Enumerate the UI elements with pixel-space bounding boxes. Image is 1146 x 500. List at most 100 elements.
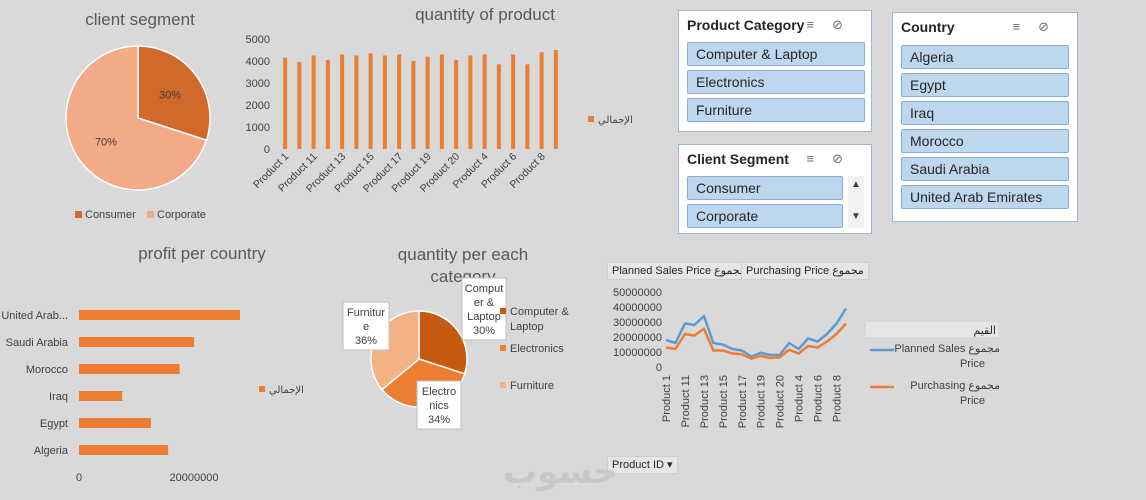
bar-saudi-arabia bbox=[79, 337, 194, 347]
x-tick-label: Product 17 bbox=[737, 375, 749, 428]
data-callout-text: Laptop bbox=[467, 311, 501, 323]
legend-title: القيم bbox=[973, 325, 996, 337]
line-purchasing-price bbox=[665, 322, 847, 360]
multi-select-icon[interactable]: ≡ bbox=[806, 17, 833, 32]
slicer-item-corporate[interactable]: Corporate bbox=[687, 204, 843, 228]
pie-data-label: 70% bbox=[95, 136, 117, 148]
bar-product-4 bbox=[482, 54, 487, 149]
price-line-chart[interactable]: 0 10000000 20000000 30000000 40000000 5000000… bbox=[598, 280, 1018, 450]
slicer-item-computer-laptop[interactable]: Computer & Laptop bbox=[687, 42, 865, 66]
bar-product-1 bbox=[283, 57, 288, 150]
bar-algeria bbox=[79, 445, 169, 455]
slicer-item-egypt[interactable]: Egypt bbox=[901, 73, 1069, 97]
data-callout-text: Furnitur bbox=[347, 307, 385, 319]
x-tick-label: Product 19 bbox=[756, 375, 768, 428]
quantity-product-title: quantity of product bbox=[415, 5, 555, 24]
x-tick-label: Product 8 bbox=[832, 375, 844, 422]
country-slicer-title: Country bbox=[901, 19, 955, 35]
data-callout-text: 36% bbox=[355, 335, 377, 347]
legend-label: Price bbox=[960, 358, 985, 370]
slicer-item-furniture[interactable]: Furniture bbox=[687, 98, 865, 122]
bar-product-20 bbox=[454, 59, 459, 149]
slicer-item-morocco[interactable]: Morocco bbox=[901, 129, 1069, 153]
bar-egypt bbox=[79, 418, 151, 428]
bar-product-14 bbox=[354, 55, 359, 149]
y-tick-label: 20000000 bbox=[613, 332, 662, 344]
data-callout-text: 34% bbox=[428, 414, 450, 426]
slicer-item-electronics[interactable]: Electronics bbox=[687, 70, 865, 94]
line-planned-sales-price bbox=[665, 307, 848, 358]
y-tick-label: 3000 bbox=[246, 78, 270, 90]
x-tick-label: Product 15 bbox=[718, 375, 730, 428]
legend-swatch-corporate bbox=[147, 211, 154, 218]
legend-label: الإجمالي bbox=[269, 385, 304, 396]
legend-label: Planned Sales مجموع bbox=[894, 343, 1000, 355]
x-tick-label: Product 13 bbox=[699, 375, 711, 428]
y-category-label: Morocco bbox=[26, 364, 68, 376]
y-tick-label: 40000000 bbox=[613, 302, 662, 314]
y-tick-label: 10000000 bbox=[613, 347, 662, 359]
pie-slice-corporate bbox=[65, 45, 208, 191]
data-callout-text: Electro bbox=[422, 386, 456, 398]
slicer-item-saudi-arabia[interactable]: Saudi Arabia bbox=[901, 157, 1069, 181]
bar-product-8 bbox=[539, 52, 544, 150]
clear-filter-icon[interactable]: ⊘ bbox=[1038, 19, 1067, 34]
scroll-down-icon[interactable]: ▼ bbox=[851, 211, 861, 222]
client-segment-slicer: Client Segment ≡⊘ Consumer Corporate ▲ ▼ bbox=[678, 144, 872, 234]
product-category-slicer: Product Category ≡⊘ Computer & Laptop El… bbox=[678, 10, 872, 132]
y-category-label: United Arab... bbox=[1, 310, 68, 322]
profit-country-chart[interactable]: United Arab... Saudi Arabia Morocco Iraq Egy… bbox=[0, 295, 330, 490]
multi-select-icon[interactable]: ≡ bbox=[1012, 19, 1039, 34]
bar-product-17 bbox=[397, 54, 402, 149]
bar-product-12 bbox=[325, 59, 330, 149]
pie-data-label: 30% bbox=[159, 90, 181, 102]
dropdown-arrow-icon[interactable]: ▾ bbox=[667, 459, 673, 471]
x-tick-label: Product 20 bbox=[775, 375, 787, 428]
legend-label: Purchasing مجموع bbox=[910, 380, 1000, 392]
legend-label: Computer & bbox=[510, 306, 569, 318]
slicer-item-algeria[interactable]: Algeria bbox=[901, 45, 1069, 69]
bar-iraq bbox=[79, 391, 123, 401]
bar-morocco bbox=[79, 364, 180, 374]
legend-swatch bbox=[259, 386, 265, 392]
data-callout bbox=[416, 380, 462, 430]
legend-label-consumer: Consumer bbox=[85, 209, 136, 221]
axis-button-product-id[interactable]: Product ID ▾ bbox=[607, 456, 678, 474]
clear-filter-icon[interactable]: ⊘ bbox=[832, 17, 861, 32]
x-tick-label: Product 6 bbox=[813, 375, 825, 422]
x-tick-label: Product 11 bbox=[680, 375, 692, 427]
bar-product-3 bbox=[468, 55, 473, 149]
field-button-planned-sales[interactable]: Planned Sales Price مجموع bbox=[607, 262, 751, 280]
legend-swatch bbox=[588, 116, 594, 122]
client-segment-title: client segment bbox=[85, 10, 195, 29]
legend-swatch bbox=[500, 345, 506, 351]
bar-product-10 bbox=[297, 62, 302, 149]
bar-product-19 bbox=[425, 56, 430, 149]
slicer-item-uae[interactable]: United Arab Emirates bbox=[901, 185, 1069, 209]
quantity-category-chart[interactable]: Computer &Laptop30%Electronics34%Furnitu… bbox=[335, 275, 595, 440]
clear-filter-icon[interactable]: ⊘ bbox=[832, 151, 861, 166]
client-segment-chart[interactable]: 30% 70% Consumer Corporate bbox=[50, 40, 230, 230]
bar-product-18 bbox=[411, 61, 416, 149]
multi-select-icon[interactable]: ≡ bbox=[806, 151, 833, 166]
bar-product-11 bbox=[311, 55, 316, 149]
watermark-logo: حسوب bbox=[503, 453, 618, 491]
y-tick-label: 0 bbox=[264, 144, 270, 156]
data-callout-text: Comput bbox=[465, 283, 504, 295]
slicer-scrollbar[interactable]: ▲ ▼ bbox=[848, 176, 864, 228]
data-callout-text: e bbox=[363, 321, 369, 333]
data-callout-text: nics bbox=[429, 400, 449, 412]
y-tick-label: 5000 bbox=[246, 34, 270, 46]
country-slicer: Country ≡⊘ Algeria Egypt Iraq Morocco Sa… bbox=[892, 12, 1078, 222]
slicer-item-consumer[interactable]: Consumer bbox=[687, 176, 843, 200]
legend-title-box bbox=[866, 322, 998, 337]
slicer-item-iraq[interactable]: Iraq bbox=[901, 101, 1069, 125]
x-tick-label: 20000000 bbox=[170, 472, 219, 484]
bar-product-5 bbox=[496, 64, 501, 149]
legend-swatch-consumer bbox=[75, 211, 82, 218]
bar-product-6 bbox=[511, 54, 516, 149]
x-tick-label: 0 bbox=[76, 472, 82, 484]
scroll-up-icon[interactable]: ▲ bbox=[851, 179, 861, 190]
field-button-purchasing[interactable]: Purchasing Price مجموع bbox=[741, 262, 869, 280]
